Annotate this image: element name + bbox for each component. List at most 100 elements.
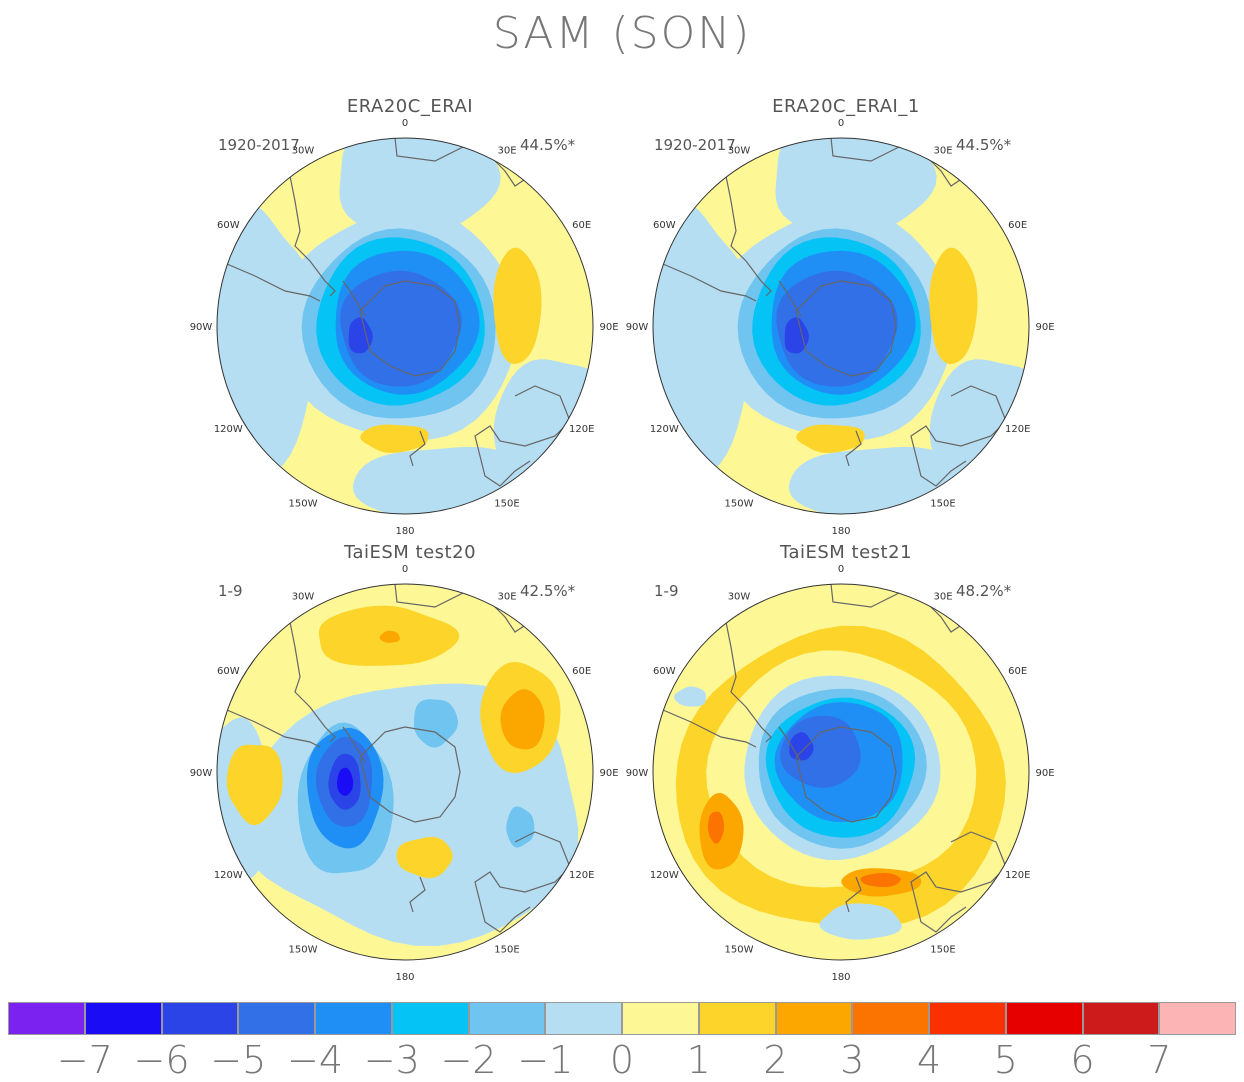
contour-fill (493, 247, 542, 364)
colorbar-swatch (161, 1002, 239, 1035)
colorbar-swatch (84, 1002, 162, 1035)
colorbar-swatch (698, 1002, 776, 1035)
longitude-label: 30E (497, 145, 516, 156)
colorbar-tick-label: 5 (993, 1038, 1018, 1082)
colorbar-tick-label: 0 (609, 1038, 635, 1082)
colorbar-swatch (929, 1002, 1006, 1035)
longitude-label: 30W (292, 591, 315, 602)
antarctica-coastline (342, 726, 461, 823)
colorbar-tick-label: 4 (916, 1038, 942, 1082)
panel-title: ERA20C_ERAI_1 (772, 96, 920, 117)
longitude-label: 180 (831, 972, 850, 983)
map-boundary (216, 137, 594, 515)
longitude-label: 60E (572, 220, 591, 231)
antarctica-coastline (778, 280, 897, 377)
longitude-label: 180 (395, 972, 414, 983)
longitude-label: 30W (728, 591, 751, 602)
map-panel-era20c-erai-1: ERA20C_ERAI_1 1920-2017 44.5%* 0 30E 60E 90… (626, 96, 1066, 537)
colorbar-tick-label: 1 (686, 1038, 711, 1082)
longitude-label: 0 (838, 564, 844, 575)
longitude-label: 120W (650, 870, 679, 881)
longitude-label: 180 (831, 526, 850, 537)
longitude-label: 90W (190, 322, 213, 333)
longitude-label: 90E (599, 322, 618, 333)
variance-label: 42.5%* (520, 582, 576, 600)
longitude-label: 120W (214, 870, 243, 881)
contour-fill (379, 630, 400, 643)
polar-map: 0 30E 60E 90E 120E 150E 180 150W 120W 90W 60W 30W (190, 118, 619, 537)
colorbar-swatch (1082, 1002, 1160, 1035)
longitude-label: 60E (1008, 666, 1027, 677)
longitude-label: 150W (289, 499, 318, 510)
colorbar-tick-labels: −7 −6 −5 −4 −3 −2 −1 0 1 2 3 4 5 6 7 (8, 1038, 1236, 1082)
colorbar-tick-label: 6 (1070, 1038, 1095, 1082)
longitude-label: 120W (214, 424, 243, 435)
map-panel-taiesm-test21: TaiESM test21 1-9 48.2%* 0 30E 60E 90E 120E 1… (626, 542, 1066, 983)
longitude-label: 150E (494, 945, 519, 956)
longitude-label: 60W (217, 666, 240, 677)
colorbar-swatch (468, 1002, 546, 1035)
longitude-label: 150W (289, 945, 318, 956)
longitude-label: 90E (599, 768, 618, 779)
colorbar (8, 1002, 1236, 1035)
contour-fill (819, 903, 902, 940)
contour-fill (414, 699, 458, 748)
longitude-label: 90W (626, 322, 649, 333)
contour-fill (788, 446, 969, 514)
longitude-label: 180 (395, 526, 414, 537)
map-boundary (216, 583, 594, 961)
colorbar-tick-label: 7 (1147, 1038, 1172, 1082)
contour-fill (784, 317, 809, 354)
period-label: 1-9 (654, 582, 679, 600)
longitude-label: 120E (1005, 870, 1030, 881)
longitude-label: 90W (626, 768, 649, 779)
map-boundary (652, 137, 1030, 515)
contour-fill (500, 689, 545, 750)
longitude-label: 120E (569, 870, 594, 881)
colorbar-swatch (391, 1002, 469, 1035)
colorbar-tick-label: 3 (840, 1038, 865, 1082)
colorbar-swatch (1159, 1002, 1236, 1035)
colorbar-swatch (545, 1002, 622, 1035)
colorbar-swatch (8, 1002, 85, 1035)
longitude-label: 150E (930, 499, 955, 510)
longitude-label: 30E (933, 145, 952, 156)
contour-fill (674, 686, 706, 707)
map-panel-era20c-erai: ERA20C_ERAI 1920-2017 44.5%* 0 30E 60E 90E 1… (190, 96, 630, 537)
longitude-label: 60W (653, 220, 676, 231)
contour-fill (348, 317, 373, 354)
contour-fill (337, 767, 354, 796)
contour-fill (506, 806, 535, 848)
longitude-label: 150E (494, 499, 519, 510)
longitude-label: 120E (1005, 424, 1030, 435)
colorbar-tick-label: −4 (286, 1038, 344, 1082)
panel-title: TaiESM test20 (343, 542, 477, 563)
colorbar-swatch (775, 1002, 853, 1035)
colorbar-tick-label: −1 (517, 1038, 574, 1082)
colorbar-tick-label: −7 (56, 1038, 113, 1082)
longitude-label: 90W (190, 768, 213, 779)
antarctica-coastline (778, 726, 897, 823)
map-boundary (652, 583, 1030, 961)
longitude-label: 30E (933, 591, 952, 602)
longitude-label: 0 (838, 118, 844, 129)
period-label: 1-9 (218, 582, 243, 600)
longitude-label: 120E (569, 424, 594, 435)
longitude-label: 60W (217, 220, 240, 231)
longitude-label: 60W (653, 666, 676, 677)
colorbar-tick-label: −6 (133, 1038, 190, 1082)
longitude-label: 30W (728, 145, 751, 156)
contour-fill (708, 811, 724, 844)
antarctica-coastline (342, 280, 461, 377)
colorbar-swatch (622, 1002, 699, 1035)
panel-title: TaiESM test21 (779, 542, 913, 563)
variance-label: 44.5%* (520, 136, 576, 154)
colorbar-swatch (1005, 1002, 1083, 1035)
colorbar-tick-label: −5 (210, 1038, 267, 1082)
longitude-label: 60E (1008, 220, 1027, 231)
variance-label: 44.5%* (956, 136, 1012, 154)
longitude-label: 150W (725, 499, 754, 510)
longitude-label: 30W (292, 145, 315, 156)
longitude-label: 90E (1035, 768, 1054, 779)
contour-fill (396, 836, 453, 879)
